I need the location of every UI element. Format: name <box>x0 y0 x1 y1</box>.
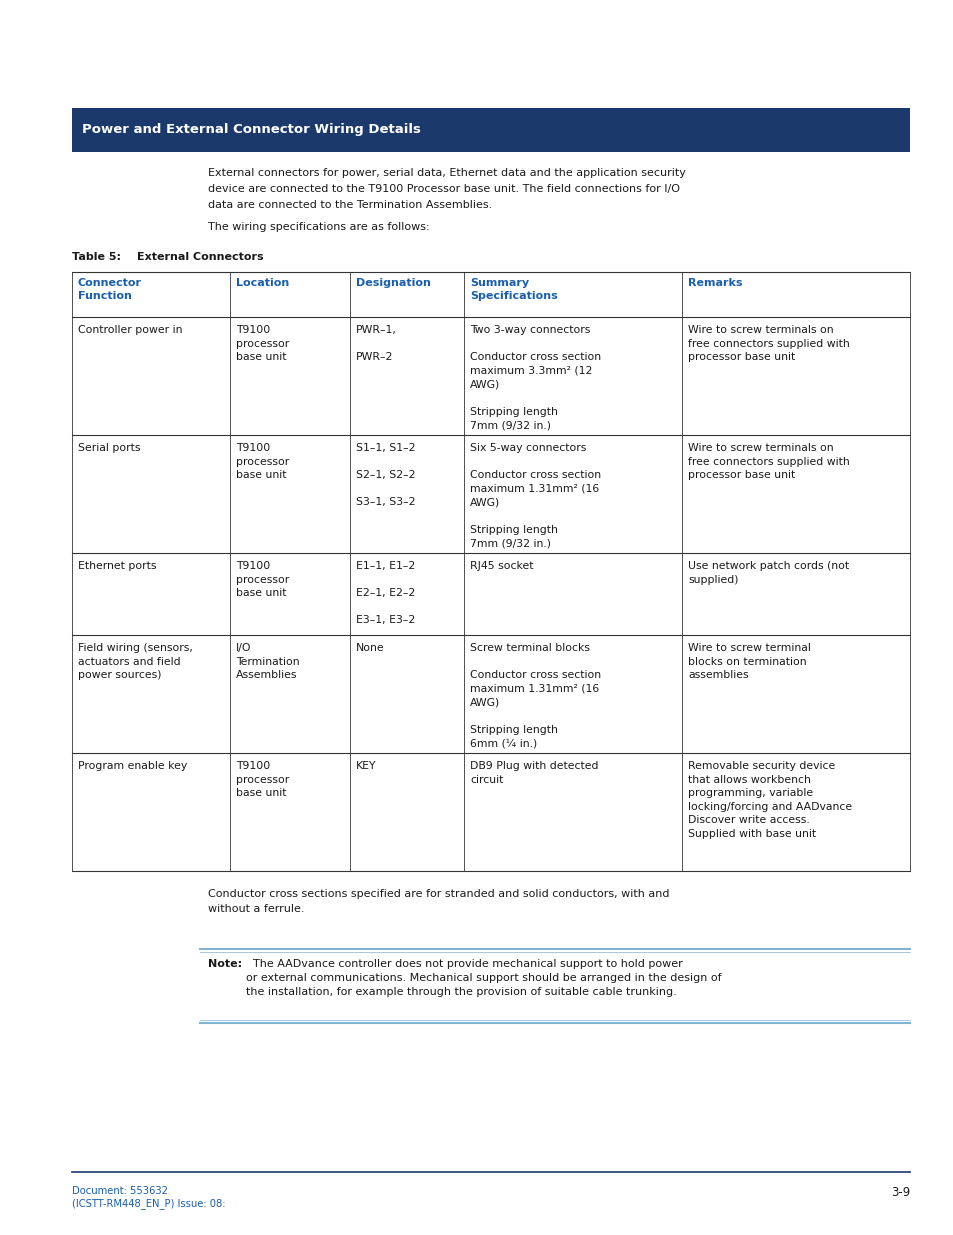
Text: Connector
Function: Connector Function <box>78 278 142 301</box>
Text: S1–1, S1–2

S2–1, S2–2

S3–1, S3–2: S1–1, S1–2 S2–1, S2–2 S3–1, S3–2 <box>355 443 416 508</box>
Text: Location: Location <box>235 278 289 288</box>
Text: Designation: Designation <box>355 278 431 288</box>
Text: I/O
Termination
Assemblies: I/O Termination Assemblies <box>235 643 299 680</box>
Text: Document: 553632: Document: 553632 <box>71 1186 168 1195</box>
Text: T9100
processor
base unit: T9100 processor base unit <box>235 325 289 362</box>
Text: without a ferrule.: without a ferrule. <box>208 904 304 914</box>
Text: Screw terminal blocks

Conductor cross section
maximum 1.31mm² (16
AWG)

Strippi: Screw terminal blocks Conductor cross se… <box>470 643 600 748</box>
Text: RJ45 socket: RJ45 socket <box>470 561 533 571</box>
Text: PWR–1,

PWR–2: PWR–1, PWR–2 <box>355 325 396 362</box>
Text: Remarks: Remarks <box>687 278 741 288</box>
Text: DB9 Plug with detected
circuit: DB9 Plug with detected circuit <box>470 761 598 784</box>
Text: data are connected to the Termination Assemblies.: data are connected to the Termination As… <box>208 200 492 210</box>
Text: Wire to screw terminals on
free connectors supplied with
processor base unit: Wire to screw terminals on free connecto… <box>687 325 849 362</box>
Text: 3-9: 3-9 <box>890 1186 909 1199</box>
Text: The wiring specifications are as follows:: The wiring specifications are as follows… <box>208 222 429 232</box>
Text: T9100
processor
base unit: T9100 processor base unit <box>235 561 289 598</box>
Text: Table 5:: Table 5: <box>71 252 121 262</box>
Text: Controller power in: Controller power in <box>78 325 182 335</box>
Text: The AADvance controller does not provide mechanical support to hold power
or ext: The AADvance controller does not provide… <box>246 960 720 997</box>
Text: Serial ports: Serial ports <box>78 443 140 453</box>
Text: Wire to screw terminal
blocks on termination
assemblies: Wire to screw terminal blocks on termina… <box>687 643 810 680</box>
Text: KEY: KEY <box>355 761 376 771</box>
Text: Two 3-way connectors

Conductor cross section
maximum 3.3mm² (12
AWG)

Stripping: Two 3-way connectors Conductor cross sec… <box>470 325 600 430</box>
Text: External connectors for power, serial data, Ethernet data and the application se: External connectors for power, serial da… <box>208 168 685 178</box>
Text: External Connectors: External Connectors <box>137 252 263 262</box>
Text: device are connected to the T9100 Processor base unit. The field connections for: device are connected to the T9100 Proces… <box>208 184 679 194</box>
Text: Removable security device
that allows workbench
programming, variable
locking/fo: Removable security device that allows wo… <box>687 761 851 839</box>
Text: (ICSTT-RM448_EN_P) Issue: 08:: (ICSTT-RM448_EN_P) Issue: 08: <box>71 1198 225 1209</box>
Text: Six 5-way connectors

Conductor cross section
maximum 1.31mm² (16
AWG)

Strippin: Six 5-way connectors Conductor cross sec… <box>470 443 600 548</box>
Text: T9100
processor
base unit: T9100 processor base unit <box>235 761 289 798</box>
Text: Conductor cross sections specified are for stranded and solid conductors, with a: Conductor cross sections specified are f… <box>208 889 669 899</box>
Bar <box>71 107 909 152</box>
Text: Program enable key: Program enable key <box>78 761 187 771</box>
Text: Field wiring (sensors,
actuators and field
power sources): Field wiring (sensors, actuators and fie… <box>78 643 193 680</box>
Text: Summary
Specifications: Summary Specifications <box>470 278 558 301</box>
Text: None: None <box>355 643 384 653</box>
Text: E1–1, E1–2

E2–1, E2–2

E3–1, E3–2: E1–1, E1–2 E2–1, E2–2 E3–1, E3–2 <box>355 561 415 625</box>
Text: Note:: Note: <box>208 960 242 969</box>
Text: Wire to screw terminals on
free connectors supplied with
processor base unit: Wire to screw terminals on free connecto… <box>687 443 849 480</box>
Text: Use network patch cords (not
supplied): Use network patch cords (not supplied) <box>687 561 848 584</box>
Text: Ethernet ports: Ethernet ports <box>78 561 156 571</box>
Text: T9100
processor
base unit: T9100 processor base unit <box>235 443 289 480</box>
Text: Power and External Connector Wiring Details: Power and External Connector Wiring Deta… <box>82 124 420 137</box>
